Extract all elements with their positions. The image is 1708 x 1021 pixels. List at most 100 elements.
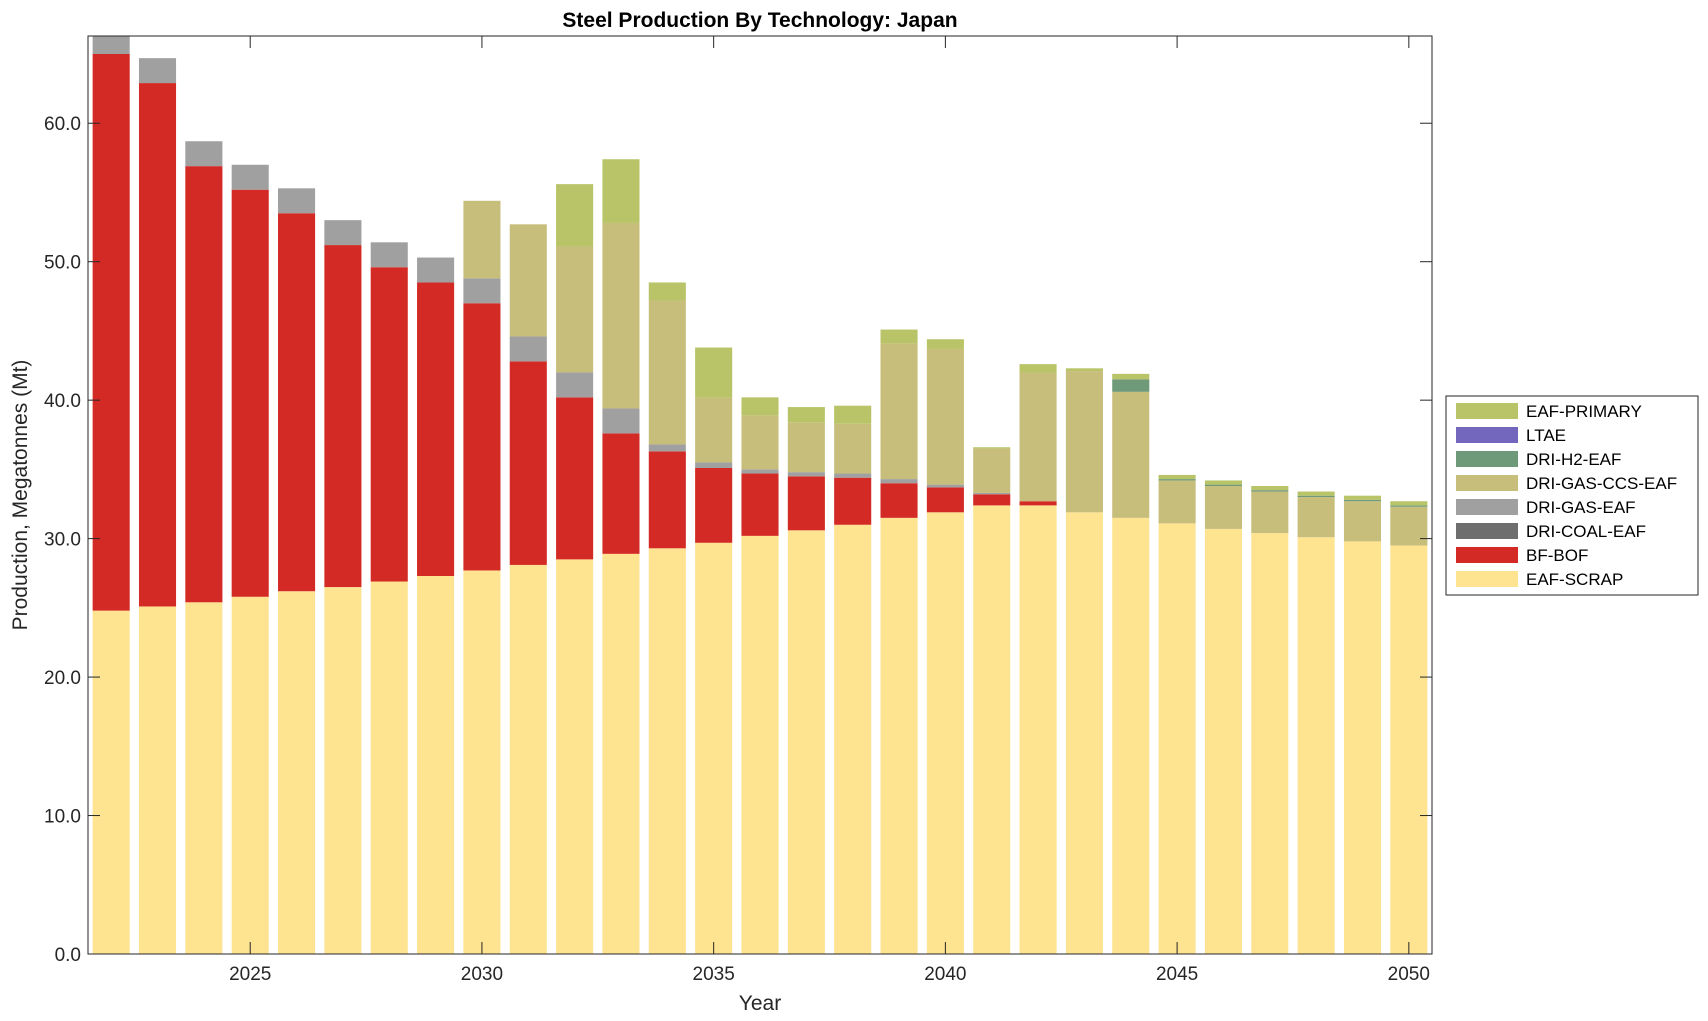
- bar-segment-eaf-scrap-2042: [1019, 505, 1057, 954]
- bar-segment-dri-gas-eaf-2022: [92, 36, 130, 54]
- bar-segment-eaf-primary-2038: [834, 405, 872, 424]
- bar-segment-bf-bof-2023: [138, 83, 177, 607]
- y-tick-label: 60.0: [44, 114, 81, 135]
- bar-segment-eaf-primary-2041: [973, 447, 1011, 449]
- x-tick-label: 2050: [1388, 964, 1430, 985]
- bar-segment-eaf-primary-2046: [1204, 480, 1242, 485]
- bar-segment-eaf-primary-2043: [1065, 368, 1103, 372]
- bar-segment-dri-gas-eaf-2041: [973, 492, 1011, 495]
- bar-segment-bf-bof-2040: [926, 487, 964, 513]
- legend-label-dri-gas-eaf: DRI-GAS-EAF: [1526, 498, 1636, 517]
- bar-segment-dri-gas-ccs-eaf-2043: [1065, 371, 1103, 513]
- bar-segment-bf-bof-2037: [787, 476, 825, 531]
- legend-label-ltae: LTAE: [1526, 426, 1566, 445]
- y-tick-label: 0.0: [55, 945, 81, 966]
- bar-segment-eaf-primary-2033: [602, 159, 640, 223]
- bar-segment-eaf-primary-2049: [1343, 495, 1382, 500]
- bar-segment-dri-gas-eaf-2030: [463, 278, 501, 304]
- bar-segment-bf-bof-2027: [324, 245, 362, 588]
- bar-segment-dri-gas-ccs-eaf-2034: [648, 300, 686, 445]
- bar-segment-eaf-scrap-2033: [602, 553, 640, 954]
- bar-segment-dri-gas-eaf-2025: [231, 164, 269, 190]
- bar-segment-bf-bof-2032: [556, 397, 594, 560]
- bar-segment-bf-bof-2024: [185, 166, 223, 603]
- bar-segment-dri-gas-eaf-2023: [138, 58, 177, 84]
- bar-segment-bf-bof-2022: [92, 54, 130, 611]
- bar-segment-dri-gas-eaf-2033: [602, 408, 640, 434]
- bar-segment-bf-bof-2029: [417, 282, 455, 576]
- bar-segment-eaf-scrap-2031: [509, 564, 547, 954]
- bar-segment-dri-gas-eaf-2026: [278, 188, 316, 214]
- bar-segment-bf-bof-2033: [602, 433, 640, 554]
- bar-segment-bf-bof-2030: [463, 303, 501, 571]
- bar-segment-bf-bof-2034: [648, 451, 686, 549]
- legend-label-bf-bof: BF-BOF: [1526, 546, 1588, 565]
- legend-swatch-eaf-scrap: [1456, 571, 1518, 587]
- bar-segment-dri-h2-eaf-2050: [1390, 505, 1428, 507]
- bar-segment-eaf-primary-2047: [1251, 486, 1289, 491]
- bar-segment-dri-gas-ccs-eaf-2033: [602, 222, 640, 409]
- bar-segment-dri-h2-eaf-2049: [1343, 499, 1382, 502]
- bar-segment-bf-bof-2031: [509, 361, 547, 565]
- bar-segment-eaf-primary-2044: [1112, 373, 1150, 380]
- bar-segment-eaf-scrap-2039: [880, 517, 918, 954]
- bar-segment-bf-bof-2026: [278, 213, 316, 592]
- bar-segment-dri-gas-ccs-eaf-2036: [741, 415, 779, 470]
- bar-segment-dri-gas-eaf-2031: [509, 336, 547, 362]
- y-tick-label: 50.0: [44, 253, 81, 274]
- bar-segment-eaf-scrap-2040: [926, 512, 964, 954]
- bar-segment-eaf-primary-2042: [1019, 364, 1057, 373]
- bar-segment-eaf-primary-2050: [1390, 501, 1428, 506]
- bar-segment-eaf-scrap-2023: [138, 606, 177, 954]
- bar-segment-dri-h2-eaf-2048: [1297, 495, 1335, 498]
- bar-segment-eaf-scrap-2035: [695, 542, 733, 954]
- bar-segment-eaf-primary-2045: [1158, 474, 1196, 480]
- bar-segment-eaf-scrap-2028: [370, 581, 408, 954]
- bar-segment-eaf-scrap-2027: [324, 587, 362, 954]
- x-tick-label: 2035: [693, 964, 735, 985]
- bar-segment-dri-gas-ccs-eaf-2047: [1251, 491, 1289, 534]
- bar-segment-bf-bof-2035: [695, 468, 733, 543]
- y-tick-label: 20.0: [44, 668, 81, 689]
- bar-segment-dri-gas-ccs-eaf-2045: [1158, 480, 1196, 524]
- bar-segment-eaf-primary-2037: [787, 407, 825, 423]
- bar-segment-dri-gas-ccs-eaf-2037: [787, 422, 825, 473]
- bar-segment-eaf-scrap-2046: [1204, 528, 1242, 954]
- bar-segment-eaf-scrap-2026: [278, 591, 316, 954]
- bar-segment-dri-gas-ccs-eaf-2032: [556, 246, 594, 373]
- legend-swatch-bf-bof: [1456, 547, 1518, 563]
- bar-segment-dri-gas-ccs-eaf-2048: [1297, 497, 1335, 538]
- bar-segment-bf-bof-2025: [231, 189, 269, 597]
- bar-segment-dri-gas-ccs-eaf-2044: [1112, 391, 1150, 518]
- legend: EAF-PRIMARY LTAE DRI-H2-EAF DRI-GAS-CCS-EAF…: [1445, 395, 1699, 596]
- bar-segment-dri-gas-ccs-eaf-2049: [1343, 501, 1382, 542]
- legend-swatch-dri-gas-ccs-eaf: [1456, 475, 1518, 491]
- bar-segment-eaf-primary-2032: [556, 184, 594, 247]
- bar-segment-eaf-primary-2048: [1297, 491, 1335, 496]
- bar-segment-eaf-scrap-2024: [185, 602, 223, 954]
- bar-segment-dri-gas-ccs-eaf-2042: [1019, 372, 1057, 502]
- bar-segment-eaf-scrap-2022: [92, 610, 130, 954]
- bar-segment-dri-gas-eaf-2034: [648, 444, 686, 452]
- bar-segment-dri-gas-eaf-2024: [185, 141, 223, 167]
- legend-swatch-dri-coal-eaf: [1456, 523, 1518, 539]
- bar-segment-dri-gas-ccs-eaf-2030: [463, 200, 501, 279]
- legend-label-eaf-primary: EAF-PRIMARY: [1526, 402, 1642, 421]
- bar-segment-dri-h2-eaf-2047: [1251, 490, 1289, 492]
- legend-label-dri-gas-ccs-eaf: DRI-GAS-CCS-EAF: [1526, 474, 1677, 493]
- bar-segment-bf-bof-2028: [370, 267, 408, 582]
- legend-swatch-dri-h2-eaf: [1456, 451, 1518, 467]
- legend-label-eaf-scrap: EAF-SCRAP: [1526, 570, 1623, 589]
- legend-label-dri-coal-eaf: DRI-COAL-EAF: [1526, 522, 1646, 541]
- bar-segment-dri-gas-ccs-eaf-2035: [695, 397, 733, 463]
- bar-segment-bf-bof-2041: [973, 494, 1011, 506]
- bar-segment-dri-gas-eaf-2027: [324, 220, 362, 246]
- y-tick-label: 30.0: [44, 530, 81, 551]
- bar-segment-eaf-scrap-2037: [787, 530, 825, 954]
- bar-segment-eaf-scrap-2030: [463, 570, 501, 954]
- bar-segment-dri-gas-ccs-eaf-2040: [926, 348, 964, 485]
- y-axis: 0.0 10.0 20.0 30.0 40.0 50.0 60.0: [44, 114, 1432, 966]
- legend-swatch-dri-gas-eaf: [1456, 499, 1518, 515]
- bar-segment-eaf-primary-2034: [648, 282, 686, 301]
